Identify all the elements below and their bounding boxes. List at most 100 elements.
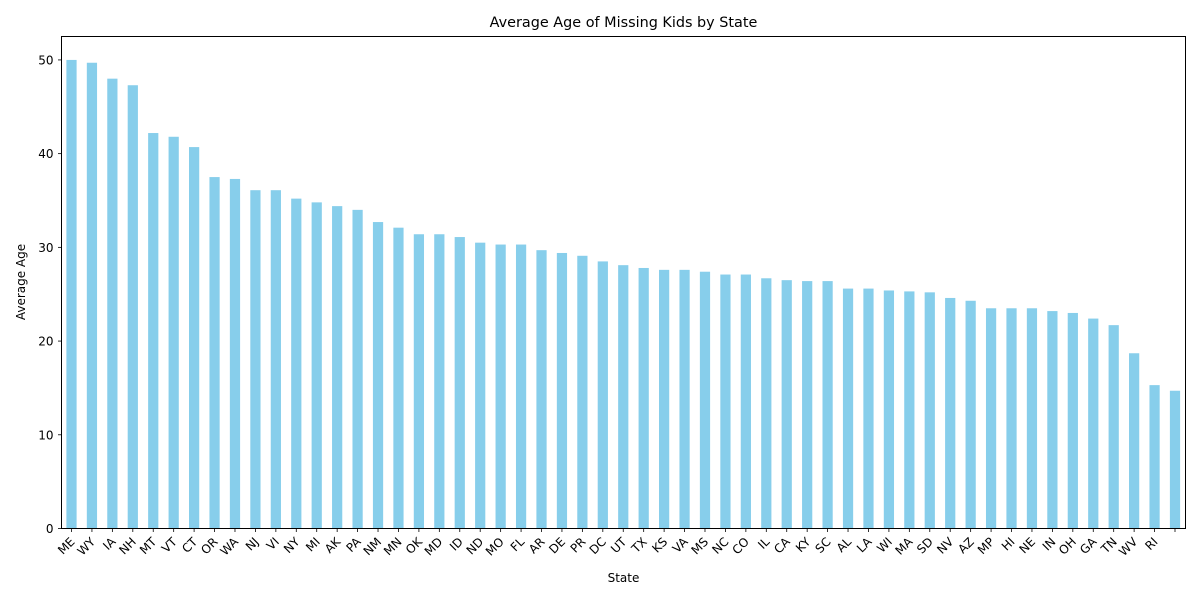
x-tick-label: MA (892, 534, 916, 558)
bar-CO (740, 274, 751, 529)
x-tick-label: AR (526, 535, 548, 557)
x-tick-label: OR (198, 535, 220, 557)
x-tick-label: AK (322, 534, 344, 556)
bars-group (66, 59, 1181, 529)
bar-MA (904, 291, 915, 529)
bar-WI (883, 290, 895, 529)
bar-PA (352, 209, 363, 529)
bar-AZ (965, 300, 976, 529)
bar-PR (577, 255, 588, 529)
x-tick-label: MD (422, 535, 446, 559)
bar-KS (659, 269, 670, 529)
bar-HI (1006, 308, 1017, 529)
x-tick-label: VI (264, 535, 282, 553)
bar-IN (1047, 311, 1058, 529)
bar-AR (536, 250, 547, 529)
bar-AK (332, 206, 343, 529)
bar-AL (842, 288, 854, 529)
x-tick-label: CT (179, 534, 200, 555)
bar-ME (66, 59, 77, 529)
x-tick-label: TX (628, 535, 650, 557)
x-tick-label: OH (1056, 535, 1079, 558)
bar-ID (454, 237, 465, 529)
x-axis-title: State (608, 571, 640, 585)
bar-IL (761, 278, 772, 529)
bar-FL (515, 244, 527, 529)
bar-unlabeled (1169, 390, 1181, 529)
x-tick-label: VT (159, 534, 180, 555)
bar-NY (291, 198, 302, 529)
x-tick-label: NH (116, 535, 139, 558)
x-tick-label: WY (75, 534, 99, 558)
x-tick-label: MP (975, 535, 997, 557)
bar-NE (1026, 308, 1038, 529)
bar-NJ (250, 190, 261, 529)
x-tick-label: NJ (243, 535, 262, 554)
bar-OR (209, 177, 220, 529)
x-tick-label: UT (608, 534, 630, 556)
x-tick-label: MT (137, 534, 160, 557)
x-tick-label: DC (587, 535, 609, 557)
bar-WY (86, 62, 98, 529)
bar-SC (822, 281, 833, 529)
x-tick-label: MN (381, 535, 405, 559)
y-tick-label: 0 (46, 522, 54, 536)
bar-CA (781, 280, 792, 529)
bar-NV (945, 297, 956, 529)
x-tick-label: VA (670, 534, 692, 556)
x-tick-label: NC (709, 535, 731, 557)
x-tick-label: IA (100, 534, 119, 553)
bar-NC (720, 274, 731, 529)
bar-LA (863, 288, 874, 529)
bar-MT (148, 133, 159, 529)
y-tick-label: 50 (38, 53, 53, 67)
x-tick-label: LA (854, 534, 875, 555)
y-axis: 0 10 20 30 40 50 (38, 53, 62, 536)
x-tick-label: NV (934, 534, 957, 557)
x-tick-label: IN (1040, 535, 1059, 554)
x-tick-label: PR (568, 535, 589, 556)
y-tick-label: 20 (38, 335, 53, 349)
bar-CT (189, 147, 200, 529)
x-tick-label: MS (688, 535, 711, 558)
bar-KY (802, 281, 813, 529)
bar-RI (1149, 385, 1160, 529)
y-tick-label: 40 (38, 147, 53, 161)
x-tick-label: ND (464, 535, 487, 558)
bar-IA (107, 78, 118, 529)
bar-MD (434, 234, 445, 529)
chart-title: Average Age of Missing Kids by State (490, 15, 758, 31)
y-tick-label: 10 (38, 428, 53, 442)
x-tick-label: OK (403, 534, 426, 557)
x-tick-label: HI (999, 535, 1018, 554)
x-tick-label: GA (1077, 534, 1100, 557)
bar-MN (393, 227, 404, 529)
bar-ND (475, 242, 486, 529)
x-tick-label: WI (874, 535, 895, 556)
bar-MO (495, 244, 506, 529)
x-tick-label: MO (483, 535, 507, 559)
bar-DE (556, 252, 568, 529)
x-tick-label: IL (755, 535, 772, 552)
x-tick-label: FL (508, 535, 528, 555)
x-tick-label: SC (813, 535, 834, 556)
x-tick-label: TN (1098, 535, 1120, 557)
x-tick-label: DE (546, 535, 568, 557)
bar-TX (638, 267, 649, 529)
x-tick-label: ID (447, 535, 466, 554)
bar-UT (618, 265, 629, 529)
x-tick-label: WA (217, 534, 241, 558)
bar-VA (679, 269, 690, 529)
bar-NM (372, 222, 384, 529)
bar-NH (127, 85, 138, 529)
bar-OK (413, 234, 425, 529)
x-tick-label: NY (281, 534, 303, 556)
x-tick-label: KS (649, 535, 670, 556)
bar-WV (1129, 353, 1140, 529)
x-tick-label: KY (793, 534, 814, 555)
bar-SD (924, 292, 935, 529)
x-tick-label: WV (1116, 534, 1141, 559)
y-axis-title: Average Age (14, 244, 28, 320)
x-tick-label: AZ (955, 535, 977, 557)
